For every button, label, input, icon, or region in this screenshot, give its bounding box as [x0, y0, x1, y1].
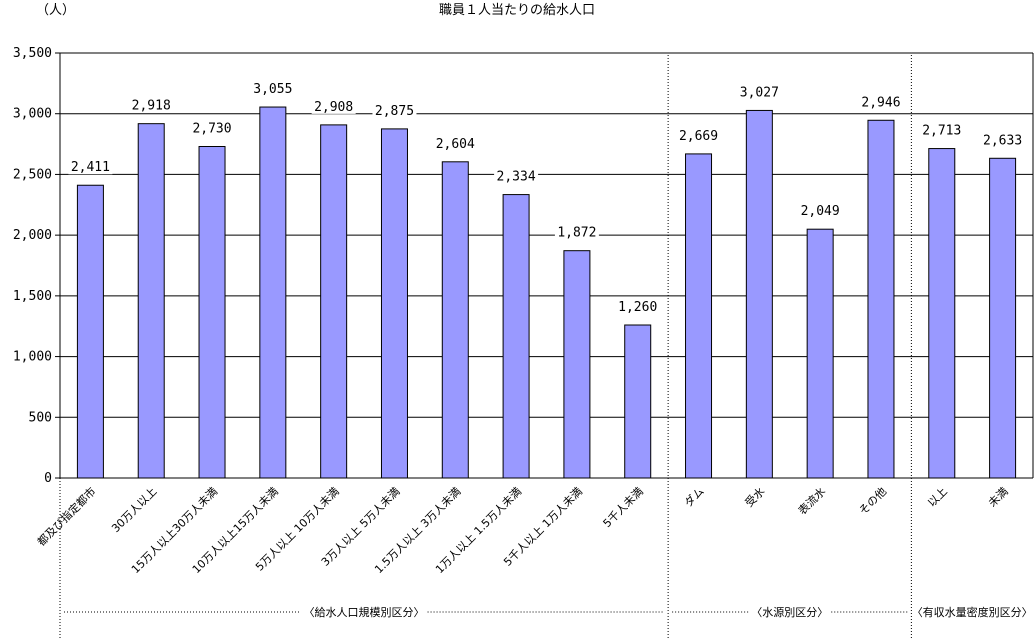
y-tick-label: 2,500 [13, 167, 52, 182]
y-tick-label: 500 [29, 410, 52, 425]
data-label: 2,604 [436, 137, 475, 152]
category-label: 受水 [743, 485, 768, 510]
y-tick-label: 2,000 [13, 228, 52, 243]
y-tick-label: 1,000 [13, 350, 52, 365]
bar [989, 157, 1017, 479]
data-label-bg [250, 80, 295, 97]
data-label-bg [433, 134, 478, 151]
category-label: 表流水 [795, 484, 828, 517]
category-label: 都及び指定都市 [34, 484, 98, 548]
bar [806, 228, 834, 479]
chart-title: 職員１人当たりの給水人口 [439, 3, 595, 18]
y-unit-label: （人） [36, 3, 75, 18]
category-label: 未満 [986, 485, 1011, 510]
bar [867, 119, 895, 479]
y-tick-label: 3,000 [13, 107, 52, 122]
data-label: 2,918 [132, 99, 171, 114]
data-label-bg [372, 101, 417, 118]
category-label: 以上 [925, 485, 950, 510]
data-label: 2,669 [679, 129, 718, 144]
category-label: 5千人未満 [601, 485, 646, 530]
data-label: 3,055 [253, 82, 292, 97]
data-label: 2,049 [801, 204, 840, 219]
data-label-bg [980, 131, 1025, 148]
data-label: 2,946 [861, 95, 900, 110]
data-label-bg [919, 121, 964, 138]
y-tick-label: 0 [44, 471, 52, 486]
category-label: 30万人以上 [109, 485, 159, 535]
data-label-bg [798, 202, 843, 219]
group-label: 〈給水人口規模別区分〉 [304, 605, 425, 619]
data-label: 2,411 [71, 160, 110, 175]
data-label-bg [494, 167, 539, 184]
bar [380, 128, 408, 479]
data-label-bg [737, 83, 782, 100]
data-label: 2,334 [497, 170, 536, 185]
bar [745, 109, 773, 479]
data-label: 1,260 [618, 300, 657, 315]
category-label: その他 [857, 485, 890, 518]
bar [198, 146, 226, 479]
data-label: 1,872 [557, 226, 596, 241]
data-label-bg [311, 97, 356, 114]
data-label: 2,730 [192, 122, 231, 137]
bar [441, 161, 469, 479]
bar [928, 148, 956, 479]
bar-layer [76, 106, 1017, 479]
data-label: 3,027 [740, 85, 779, 100]
bar [76, 184, 104, 479]
data-label: 2,633 [983, 133, 1022, 148]
bar [563, 250, 591, 479]
data-label-bg [68, 158, 113, 175]
y-tick-label: 1,500 [13, 289, 52, 304]
data-label-bg [554, 223, 599, 240]
data-label-bg [676, 126, 721, 143]
data-label-bg [129, 96, 174, 113]
category-label: ダム [681, 484, 706, 509]
group-label: 〈有収水量密度別区分〉 [912, 605, 1033, 619]
bar [502, 194, 530, 479]
group-label: 〈水源別区分〉 [751, 605, 828, 619]
bar [137, 123, 165, 479]
data-label-bg [190, 119, 235, 136]
bar [259, 106, 287, 479]
data-label: 2,908 [314, 100, 353, 115]
data-label-bg [858, 93, 903, 110]
label-layer: 2,411 2,918 2,730 3,055 2,908 2,875 2,604 2,334… [68, 80, 1025, 315]
y-tick-label: 3,500 [13, 46, 52, 61]
data-label-bg [615, 298, 660, 314]
bar [320, 124, 348, 479]
data-label: 2,713 [922, 124, 961, 139]
bar [685, 153, 713, 479]
bar [624, 324, 652, 479]
data-label: 2,875 [375, 104, 414, 119]
